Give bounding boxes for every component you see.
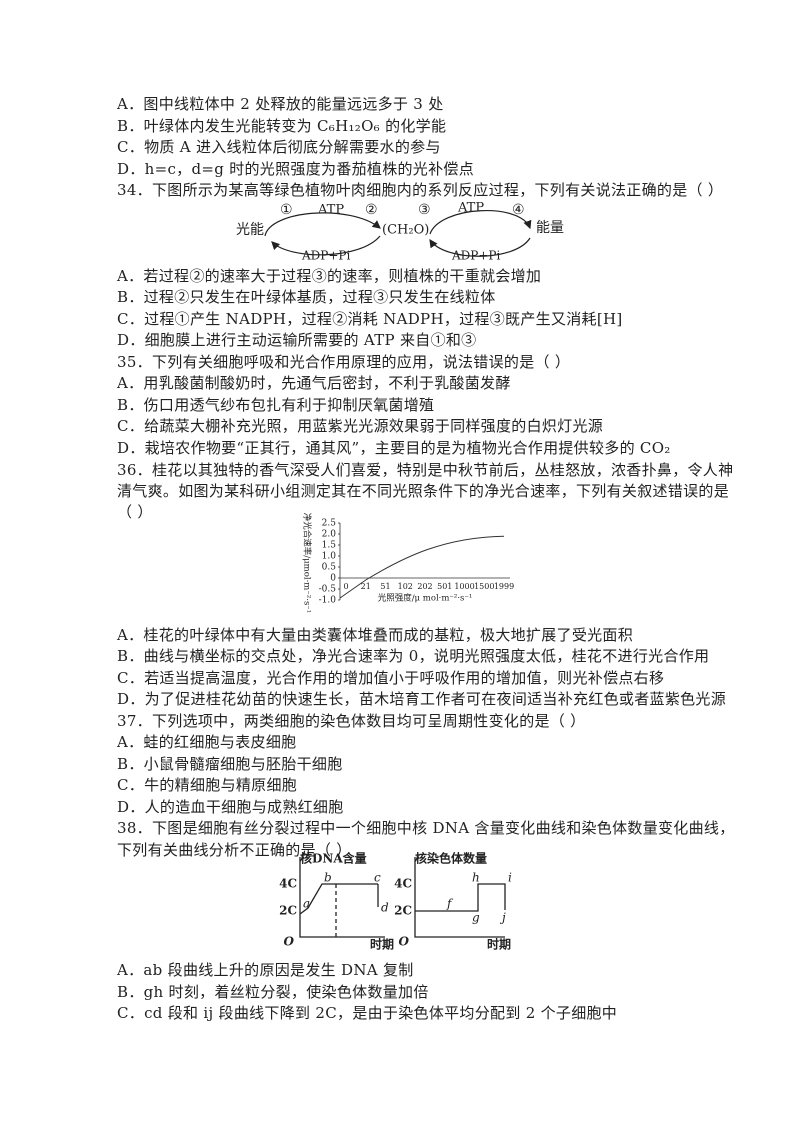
axes (299, 857, 385, 938)
y-tick-label: 2C (279, 904, 297, 918)
option: D．h=c，d=g 时的光照强度为番茄植株的光补偿点 (117, 160, 474, 178)
point-label: c (374, 871, 381, 885)
y-tick-label: 2.5 (322, 519, 337, 529)
question-stem: 下列有关曲线分析不正确的是（ ） (117, 841, 352, 859)
y-tick-label: -0.5 (319, 585, 337, 595)
option: B．gh 时刻，着丝粒分裂，使染色体数量加倍 (117, 983, 429, 1001)
x-tick-label: 1000 (454, 582, 474, 591)
arrow (429, 237, 531, 257)
x-tick-label: 1999 (494, 582, 514, 591)
fig-label: 光能 (236, 222, 264, 238)
origin: O (284, 935, 295, 949)
point-label: j (499, 911, 506, 925)
option: A．用乳酸菌制酸奶时，先通气后密封，不利于乳酸菌发酵 (117, 374, 511, 392)
curve (299, 883, 378, 915)
mitosis-figure: 核DNA含量 4C 2C O 时期 a b c d 核染色体数量 4C 2C O… (279, 851, 512, 952)
option: C．cd 段和 ij 段曲线下降到 2C，是由于染色体平均分配到 2 个子细胞中 (117, 1004, 618, 1022)
option: B．曲线与横坐标的交点处，净光合速率为 0，说明光照强度太低，桂花不进行光合作用 (117, 647, 710, 665)
option: C．给蔬菜大棚补充光照，用蓝紫光光源效果弱于同样强度的白炽灯光源 (117, 417, 604, 435)
fig-label: ③ (418, 202, 431, 218)
arrow (271, 235, 381, 256)
question-stem: 37．下列选项中，两类细胞的染色体数目均可呈周期性变化的是（ ） (117, 712, 586, 730)
question-stem: 清气爽。如图为某科研小组测定其在不同光照条件下的净光合速率，下列有关叙述错误的是 (117, 482, 730, 500)
y-tick-label: 1.5 (322, 541, 337, 551)
y-label: 净光合速率/μmol·m⁻²·s⁻¹ (302, 513, 313, 613)
dna-graph (299, 857, 385, 938)
option: C．牛的精细胞与精原细胞 (117, 776, 298, 794)
option: B．过程②只发生在叶绿体基质，过程③只发生在线粒体 (117, 288, 496, 306)
fig-label: ① (280, 202, 293, 218)
option: C．过程①产生 NADPH，过程②消耗 NADPH，过程③既产生又消耗[H] (117, 310, 623, 328)
reaction-figure: ① ATP ② ③ ATP ④ 光能 (CH₂O) 能量 ADP+Pi ADP+… (236, 201, 564, 263)
option: A．ab 段曲线上升的原因是发生 DNA 复制 (117, 961, 414, 979)
y-tick-label: 0.5 (322, 563, 337, 573)
option: C．若适当提高温度，光合作用的增加值小于呼吸作用的增加值，则光补偿点右移 (117, 669, 665, 687)
option: D．为了促进桂花幼苗的快速生长，苗木培育工作者可在夜间适当补充红色或者蓝紫色光源 (117, 690, 727, 708)
arrow (429, 210, 532, 235)
arrow (264, 212, 381, 237)
x-label: 时期 (487, 937, 511, 952)
point-label: h (472, 871, 480, 885)
y-tick-label: 4C (279, 877, 297, 891)
fig-label: ATP (317, 203, 344, 218)
option: B．伤口用透气纱布包扎有利于抑制厌氧菌增殖 (117, 396, 435, 414)
fig-title: 核染色体数量 (415, 851, 487, 866)
option: D．栽培农作物要“正其行，通其风”，主要目的是为植物光合作用提供较多的 CO₂ (117, 439, 671, 457)
question-stem: 35．下列有关细胞呼吸和光合作用原理的应用，说法错误的是（ ） (117, 353, 571, 371)
option: C．物质 A 进入线粒体后彻底分解需要水的参与 (117, 138, 441, 156)
y-tick-label: 0 (330, 574, 336, 584)
chromosome-graph (414, 857, 506, 938)
point-label: f (446, 897, 454, 911)
y-tick-label: 1.0 (322, 552, 337, 562)
x-label: 光照强度/μ mol·m⁻²·s⁻¹ (378, 593, 473, 604)
point-label: i (508, 871, 512, 885)
question-stem: （ ） (117, 503, 153, 521)
x-tick-label: 51 (380, 582, 390, 591)
axes (414, 857, 505, 938)
x-tick-label: 102 (398, 582, 413, 591)
option: D．细胞膜上进行主动运输所需要的 ATP 来自①和③ (117, 331, 477, 349)
question-stem: 34．下图所示为某高等绿色植物叶肉细胞内的系列反应过程，下列有关说法正确的是（ … (117, 181, 724, 199)
question-stem: 38．下图是细胞有丝分裂过程中一个细胞中核 DNA 含量变化曲线和染色体数量变化… (117, 819, 735, 837)
y-tick-label: 2.0 (322, 530, 337, 540)
y-tick-label: -1.0 (319, 596, 337, 606)
curve (339, 535, 505, 599)
fig-label: ② (365, 202, 378, 218)
option: B．叶绿体内发生光能转变为 C₆H₁₂O₆ 的化学能 (117, 117, 447, 135)
option: D．人的造血干细胞与成熟红细胞 (117, 798, 344, 816)
fig-label: (CH₂O) (382, 223, 429, 238)
x-tick-label: 501 (437, 582, 452, 591)
point-label: b (324, 871, 332, 885)
point-label: d (381, 901, 389, 915)
fig-label: ATP (457, 201, 484, 216)
fig-title: 核DNA含量 (300, 851, 367, 866)
point-label: a (303, 897, 310, 911)
fig-label: ADP+Pi (451, 249, 500, 263)
option: B．小鼠骨髓瘤细胞与胚胎干细胞 (117, 755, 343, 773)
curve (415, 883, 506, 912)
y-tick-label: 2C (394, 904, 412, 918)
x-tick-label: 0 (343, 582, 348, 591)
question-stem: 36．桂花以其独特的香气深受人们喜爱，特别是中秋节前后，丛桂怒放，浓香扑鼻，令人… (117, 461, 734, 479)
origin: O (399, 935, 410, 949)
x-label: 时期 (370, 937, 394, 952)
option: A．图中线粒体中 2 处释放的能量远远多于 3 处 (117, 95, 444, 113)
option: A．桂花的叶绿体中有大量由类囊体堆叠而成的基粒，极大地扩展了受光面积 (117, 626, 634, 644)
y-tick-label: 4C (394, 877, 412, 891)
point-label: g (472, 911, 480, 925)
rate-figure: 2.52.01.51.00.50-0.5-1.00 21 51 102 202 501 10… (302, 513, 515, 613)
fig-label: ④ (512, 202, 525, 218)
fig-label: ADP+Pi (301, 249, 350, 263)
x-tick-label: 1500 (474, 582, 494, 591)
option: A．蛙的红细胞与表皮细胞 (117, 733, 297, 751)
x-tick-label: 202 (417, 582, 432, 591)
fig-label: 能量 (536, 220, 564, 236)
x-tick-label: 21 (361, 582, 371, 591)
option: A．若过程②的速率大于过程③的速率，则植株的干重就会增加 (117, 267, 542, 285)
